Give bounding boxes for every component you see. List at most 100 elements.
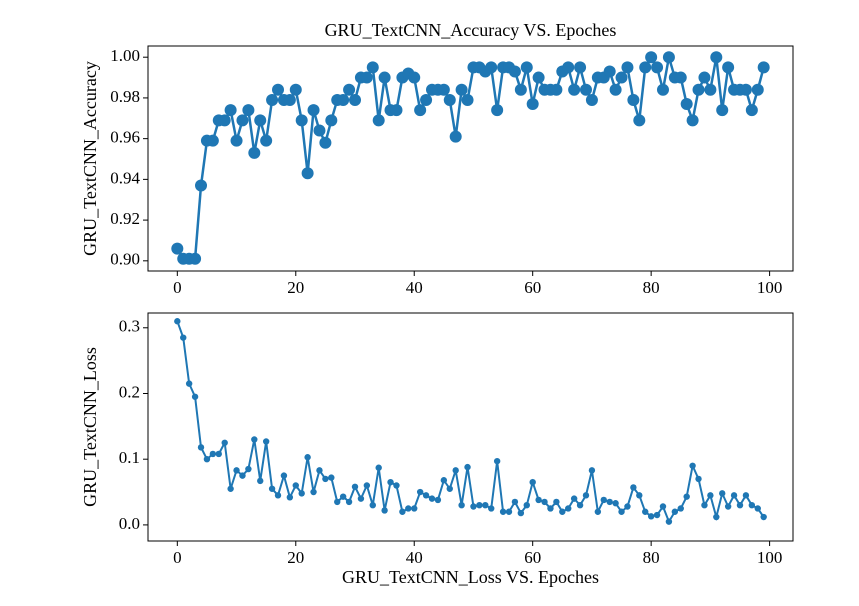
data-point — [351, 483, 359, 490]
data-point — [325, 114, 338, 127]
data-point — [461, 93, 474, 106]
data-point — [387, 478, 394, 486]
data-point — [443, 93, 456, 106]
data-point — [470, 503, 477, 510]
data-point — [630, 484, 637, 491]
data-point — [422, 492, 430, 499]
data-point — [505, 508, 513, 515]
data-point — [698, 71, 711, 84]
data-point — [683, 493, 690, 500]
data-point — [298, 490, 305, 497]
data-point — [316, 467, 323, 474]
data-point — [233, 467, 240, 474]
data-point — [449, 130, 462, 143]
data-point — [366, 61, 379, 74]
data-point — [695, 475, 702, 483]
data-point — [692, 83, 705, 96]
data-point — [574, 61, 587, 74]
data-point — [722, 61, 735, 74]
data-point — [345, 498, 353, 506]
data-point — [645, 51, 658, 64]
data-point — [579, 83, 592, 96]
data-point — [337, 93, 350, 106]
data-point — [239, 472, 246, 479]
data-point — [251, 436, 258, 443]
data-point — [713, 513, 720, 521]
data-point — [689, 462, 696, 469]
data-point — [215, 450, 222, 458]
data-point — [268, 485, 276, 492]
data-point — [203, 455, 211, 463]
y-axis-label: GRU_TextCNN_Accuracy — [80, 61, 100, 256]
data-point — [627, 93, 640, 106]
data-point — [304, 454, 311, 461]
data-point — [701, 501, 708, 509]
y-tick-label: 0.96 — [110, 128, 140, 147]
data-point — [547, 505, 554, 512]
data-point — [704, 83, 717, 96]
data-point — [662, 51, 675, 64]
data-point — [491, 104, 504, 117]
y-axis-label: GRU_TextCNN_Loss — [80, 347, 100, 507]
data-point — [174, 318, 181, 325]
data-point — [334, 498, 341, 506]
data-point — [656, 83, 669, 96]
data-point — [508, 65, 521, 78]
data-point — [568, 83, 581, 96]
data-point — [730, 492, 738, 499]
data-point — [739, 83, 752, 96]
data-point — [576, 501, 584, 509]
y-tick-label: 0.1 — [119, 448, 140, 467]
data-point — [745, 104, 758, 117]
data-point — [257, 477, 264, 485]
data-point — [245, 465, 252, 473]
data-point — [221, 439, 228, 446]
data-point — [760, 513, 767, 521]
data-point — [372, 114, 385, 127]
data-point — [206, 134, 219, 147]
data-point — [570, 495, 578, 502]
data-point — [209, 450, 217, 458]
data-point — [218, 114, 231, 127]
data-point — [458, 501, 465, 509]
data-point — [434, 496, 442, 504]
data-point — [659, 503, 667, 510]
x-tick-label: 60 — [524, 278, 541, 297]
data-point — [405, 505, 412, 512]
data-point — [633, 114, 646, 127]
data-point — [310, 488, 317, 496]
x-axis-label: GRU_TextCNN_Loss VS. Epoches — [342, 567, 599, 587]
data-point — [624, 503, 631, 510]
data-point — [647, 513, 655, 520]
data-point — [416, 488, 424, 496]
data-point — [189, 252, 202, 265]
data-point — [651, 61, 664, 74]
data-point — [375, 464, 382, 471]
data-point — [195, 179, 208, 192]
data-point — [499, 508, 507, 515]
data-point — [588, 467, 596, 474]
data-point — [754, 505, 761, 512]
data-point — [603, 65, 616, 78]
data-point — [562, 61, 575, 74]
data-point — [274, 492, 282, 499]
data-point — [378, 71, 391, 84]
y-tick-label: 0.2 — [119, 382, 140, 401]
data-point — [260, 134, 273, 147]
series-line — [176, 54, 765, 261]
data-point — [653, 511, 661, 519]
y-tick-label: 0.90 — [110, 250, 140, 269]
data-point — [307, 104, 320, 117]
x-tick-label: 40 — [406, 278, 423, 297]
data-point — [523, 501, 530, 509]
data-point — [594, 508, 602, 515]
data-point — [295, 114, 308, 127]
data-point — [197, 444, 205, 451]
data-point — [369, 501, 376, 509]
data-point — [328, 474, 335, 481]
data-point — [390, 104, 403, 117]
data-point — [242, 104, 255, 117]
data-point — [488, 505, 495, 512]
data-point — [185, 380, 193, 387]
